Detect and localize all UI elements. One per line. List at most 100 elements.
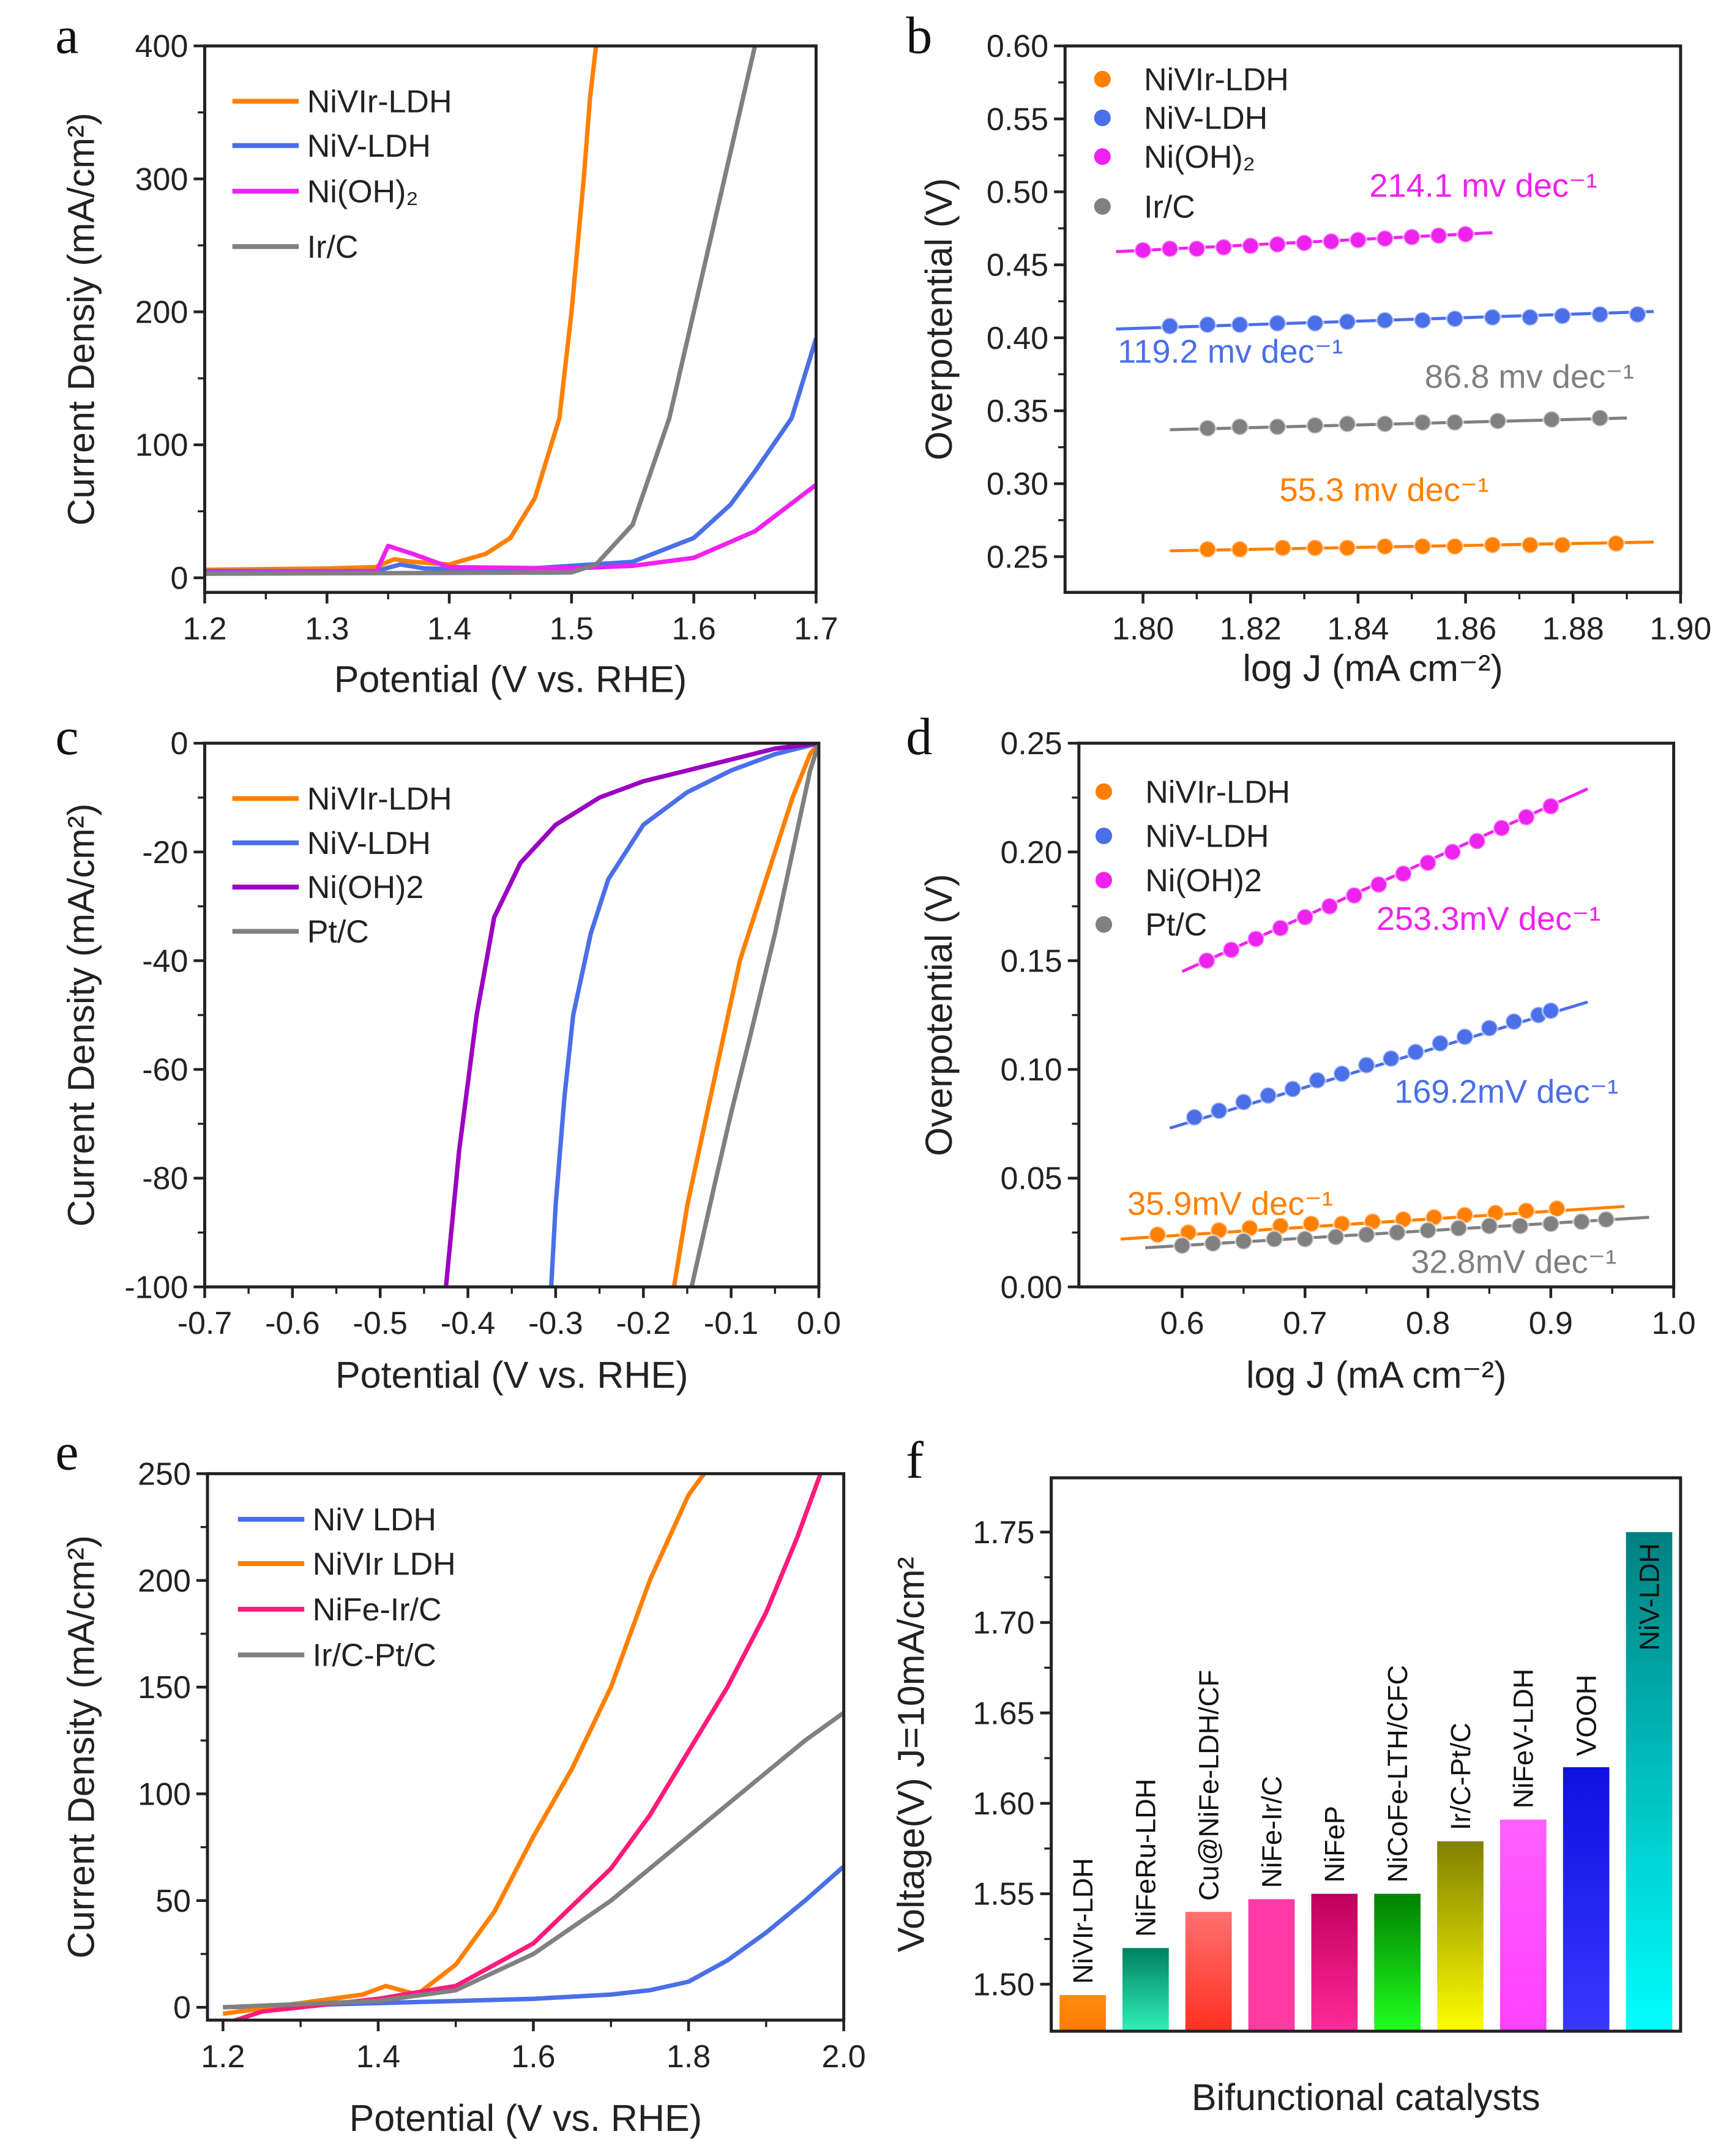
data-point xyxy=(1273,538,1293,558)
panel-letter: a xyxy=(55,6,78,64)
data-point xyxy=(1445,537,1465,556)
panel-letter: f xyxy=(906,1431,924,1489)
y-tick-label: 0.30 xyxy=(987,466,1048,502)
data-point xyxy=(1294,233,1314,253)
data-point xyxy=(1264,1229,1284,1249)
legend-marker xyxy=(1094,70,1111,88)
x-tick-label: 1.88 xyxy=(1542,612,1604,647)
plot-area xyxy=(204,46,816,576)
slope-annotation: 253.3mV dec⁻¹ xyxy=(1376,900,1600,937)
x-tick-label: 1.4 xyxy=(356,2039,400,2075)
series-line xyxy=(204,337,816,574)
data-point xyxy=(1268,313,1287,333)
x-axis-label: Potential (V vs. RHE) xyxy=(349,2097,702,2139)
slope-annotation: 86.8 mv dec⁻¹ xyxy=(1425,358,1634,395)
y-tick-label: 0.15 xyxy=(1001,943,1062,979)
data-point xyxy=(1402,228,1421,247)
legend-label: NiV-LDH xyxy=(1144,101,1268,137)
y-tick-label: -100 xyxy=(124,1270,188,1305)
panel-letter: b xyxy=(906,6,932,64)
y-tick-label: 200 xyxy=(138,1563,191,1599)
data-point xyxy=(1295,908,1315,927)
bar xyxy=(1626,1532,1673,2032)
series-line xyxy=(223,1710,844,2010)
data-point xyxy=(1387,1223,1407,1242)
legend-marker xyxy=(1095,827,1113,845)
y-tick-label: 0.35 xyxy=(987,394,1048,429)
y-tick-label: 1.50 xyxy=(973,1967,1034,2002)
x-tick-label: 1.3 xyxy=(305,612,349,647)
data-point xyxy=(1258,1086,1278,1105)
data-point xyxy=(1230,540,1249,559)
x-axis-label: Bifunctional catalysts xyxy=(1192,2076,1540,2118)
x-tick-label: 1.82 xyxy=(1220,612,1282,647)
data-point xyxy=(1628,305,1647,324)
data-point xyxy=(1572,1212,1591,1231)
y-axis-label: Voltage(V) J=10mA/cm² xyxy=(891,1557,932,1952)
data-point xyxy=(1456,225,1475,244)
data-point xyxy=(1271,918,1290,938)
data-point xyxy=(1295,1229,1315,1249)
data-point xyxy=(1430,1034,1450,1053)
data-point xyxy=(1369,875,1388,894)
data-point xyxy=(1488,411,1507,430)
data-point xyxy=(1332,1064,1351,1084)
data-point xyxy=(1308,1071,1327,1090)
legend-label: NiVIr-LDH xyxy=(307,84,452,120)
y-tick-label: 0.20 xyxy=(1001,835,1062,870)
slope-annotation: 169.2mV dec⁻¹ xyxy=(1394,1074,1618,1110)
plot-area xyxy=(222,1473,844,2021)
y-tick-label: 0 xyxy=(173,1990,191,2026)
data-point xyxy=(1198,419,1217,438)
legend-label: NiV LDH xyxy=(313,1502,436,1538)
y-tick-label: 250 xyxy=(138,1456,191,1492)
data-point xyxy=(1541,1214,1561,1233)
y-tick-label: -40 xyxy=(142,943,188,979)
data-point xyxy=(1197,951,1216,970)
x-tick-label: -0.6 xyxy=(265,1306,320,1341)
data-point xyxy=(1209,1101,1228,1120)
fit-line xyxy=(1170,541,1654,553)
data-point xyxy=(1375,537,1395,556)
data-point xyxy=(1541,796,1561,816)
data-point xyxy=(1214,238,1233,257)
legend-label: NiVIr-LDH xyxy=(307,782,452,817)
y-tick-label: 1.65 xyxy=(973,1696,1034,1731)
bar-label: NiFeP xyxy=(1319,1806,1350,1883)
panel-letter: d xyxy=(906,707,932,766)
x-tick-label: 1.84 xyxy=(1327,612,1389,647)
series-line xyxy=(671,743,819,1287)
data-point xyxy=(1590,305,1610,324)
data-point xyxy=(1541,1001,1561,1020)
x-tick-label: 0.8 xyxy=(1406,1306,1450,1341)
legend-marker xyxy=(1095,872,1113,889)
y-axis-label: Current Densiy (mA/cm²) xyxy=(61,113,102,526)
series-line xyxy=(204,483,816,575)
legend-label: Pt/C xyxy=(307,915,369,950)
data-point xyxy=(1607,534,1626,553)
data-point xyxy=(1173,1236,1192,1256)
y-tick-label: 0 xyxy=(170,561,188,596)
plot-frame xyxy=(1063,44,1682,594)
slope-annotation: 214.1 mv dec⁻¹ xyxy=(1369,167,1597,204)
legend-label: Ir/C-Pt/C xyxy=(313,1638,436,1674)
y-axis-label: Overpotential (V) xyxy=(918,178,960,460)
x-tick-label: 2.0 xyxy=(821,2039,865,2075)
y-tick-label: -20 xyxy=(142,835,188,870)
x-tick-label: 0.0 xyxy=(797,1306,841,1341)
data-point xyxy=(1268,234,1287,254)
x-axis-label: log J (mA cm⁻²) xyxy=(1242,647,1503,689)
data-point xyxy=(1203,1233,1222,1253)
data-point xyxy=(1230,417,1249,436)
slope-annotation: 55.3 mv dec⁻¹ xyxy=(1280,472,1489,509)
bar-label: NiFeRu-LDH xyxy=(1130,1779,1162,1937)
data-point xyxy=(1320,897,1339,916)
y-tick-label: 0.60 xyxy=(987,29,1048,64)
y-tick-label: 0.25 xyxy=(1001,726,1062,762)
data-point xyxy=(1357,1055,1376,1075)
data-point xyxy=(1148,1225,1167,1245)
x-tick-label: 0.9 xyxy=(1529,1306,1573,1341)
data-point xyxy=(1445,309,1465,329)
slope-annotation: 35.9mV dec⁻¹ xyxy=(1127,1186,1333,1222)
plot-area xyxy=(1116,225,1654,559)
